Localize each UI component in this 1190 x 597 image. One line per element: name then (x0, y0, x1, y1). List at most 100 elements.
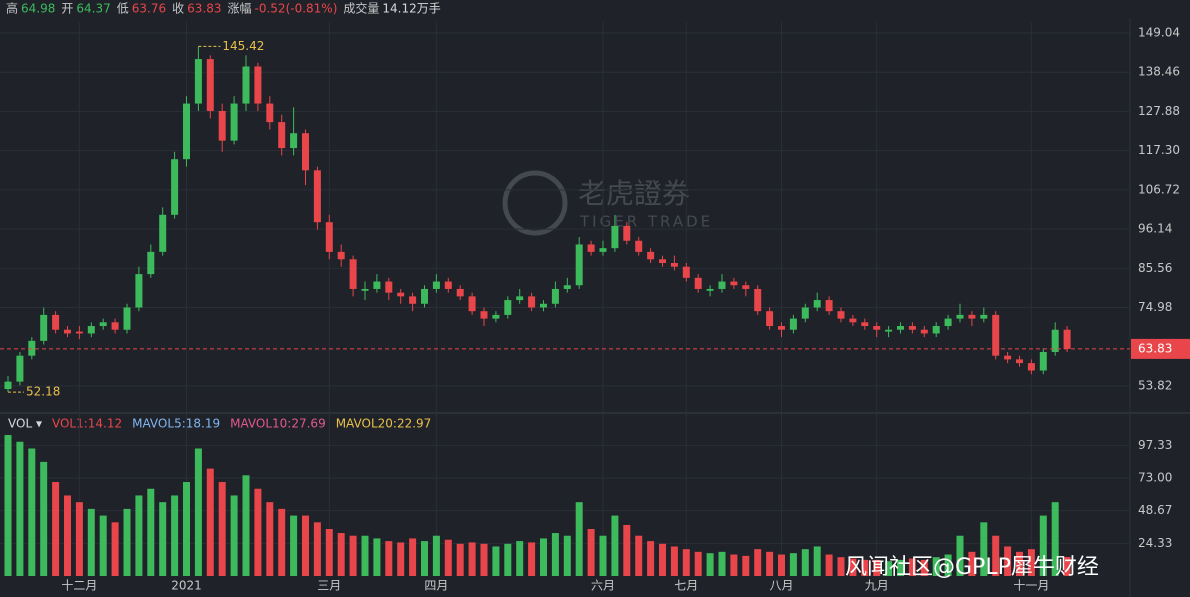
volume-bar (75, 502, 83, 576)
header-value: -0.52(-0.81%) (255, 2, 338, 16)
volume-bar (87, 508, 95, 576)
volume-bar (849, 558, 857, 576)
x-tick-label: 九月 (865, 579, 889, 593)
candle-body (587, 244, 595, 252)
candle-body (87, 326, 95, 334)
y-tick-label: 48.67 (1138, 503, 1172, 517)
candle-body (754, 288, 762, 312)
candle-body (480, 311, 488, 319)
candle-body (956, 314, 964, 319)
volume-bar (504, 543, 512, 576)
volume-bar (920, 559, 928, 576)
volume-bar (99, 515, 107, 576)
candle-body (385, 281, 393, 293)
candle-body (682, 266, 690, 278)
volume-bar (670, 546, 678, 576)
y-tick-label: 85.56 (1138, 261, 1172, 275)
volume-bar (885, 561, 893, 576)
volume-bar (432, 535, 440, 576)
header-value: 64.37 (76, 2, 110, 16)
volume-bar (302, 515, 309, 576)
volume-bar (468, 542, 476, 576)
candle-body (694, 277, 702, 289)
volume-bar (766, 551, 774, 576)
volume-bar (123, 508, 131, 576)
volume-bar (183, 482, 190, 576)
volume-bar (718, 551, 726, 576)
candle-body (766, 311, 774, 327)
volume-bar (266, 502, 274, 576)
candle-body (325, 222, 333, 252)
volume-bar (278, 508, 286, 576)
volume-bar (40, 461, 48, 576)
candle-body (230, 103, 238, 141)
candle-body (861, 322, 869, 327)
candle-body (75, 331, 83, 334)
candle-body (183, 103, 190, 160)
x-tick-label: 2021 (171, 579, 202, 593)
vol-legend: MAVOL20:22.97 (336, 417, 432, 431)
candle-body (99, 322, 107, 327)
volume-bar (992, 535, 1000, 576)
y-tick-label: 106.72 (1138, 182, 1180, 196)
volume-bar (230, 495, 238, 576)
candle-body (421, 288, 428, 304)
candle-body (659, 259, 666, 263)
volume-bar (789, 553, 797, 576)
candle-body (718, 281, 726, 289)
volume-bar (861, 559, 869, 576)
candle-body (1039, 351, 1047, 371)
candle-body (290, 133, 298, 149)
y-tick-label: 117.30 (1138, 143, 1180, 157)
candle-body (194, 59, 202, 104)
volume-bar (575, 502, 583, 576)
volume-bar (730, 554, 738, 576)
candle-body (397, 292, 405, 297)
y-tick-label: 97.33 (1138, 438, 1172, 452)
vol-legend: MAVOL10:27.69 (230, 417, 326, 431)
volume-bar (551, 533, 559, 576)
candle-body (849, 318, 857, 323)
volume-bar (647, 541, 655, 576)
candle-body (825, 300, 833, 312)
candle-body (730, 281, 738, 286)
candle-body (492, 314, 500, 319)
candle-body (218, 110, 226, 141)
candle-body (575, 244, 583, 286)
candle-body (302, 133, 309, 171)
y-tick-label: 24.33 (1138, 536, 1172, 550)
volume-bar (659, 543, 666, 576)
volume-bar (290, 515, 298, 576)
volume-bar (611, 515, 619, 576)
candle-body (813, 300, 821, 308)
volume-bar (254, 488, 262, 576)
candle-body (885, 329, 893, 332)
volume-bar (873, 559, 881, 576)
candle-body (706, 288, 714, 291)
candle-body (528, 296, 536, 308)
candle-body (468, 296, 476, 312)
credit: 风闻社区@GPLP犀牛财经 (845, 555, 1099, 580)
volume-bar (1063, 557, 1071, 576)
volume-bar (218, 482, 226, 576)
volume-bar (528, 542, 536, 576)
candle-body (1016, 359, 1023, 364)
candle-body (28, 340, 36, 356)
volume-bar (980, 522, 988, 576)
candle-body (266, 103, 274, 123)
high-label: 145.42 (222, 39, 264, 53)
volume-bar (16, 441, 24, 576)
volume-bar (64, 495, 71, 576)
volume-bar (587, 529, 595, 576)
watermark-sub: TIGER TRADE (579, 213, 713, 231)
volume-bar (313, 522, 321, 576)
header-label: 涨幅 (228, 1, 252, 16)
volume-bar (908, 558, 916, 576)
volume-bar (599, 535, 607, 576)
volume-bar (813, 546, 821, 576)
volume-bar (409, 538, 417, 576)
volume-bar (932, 557, 940, 576)
x-tick-label: 四月 (424, 579, 448, 593)
x-tick-label: 八月 (769, 579, 793, 593)
